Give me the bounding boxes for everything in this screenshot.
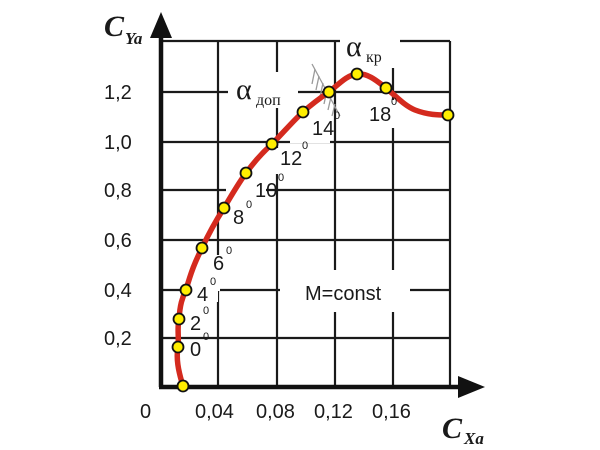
marker xyxy=(195,241,209,255)
marker xyxy=(217,201,231,215)
svg-text:0: 0 xyxy=(203,331,209,343)
svg-text:α: α xyxy=(236,73,252,106)
svg-text:0: 0 xyxy=(334,110,340,122)
x-tick-labels: 0 0,04 0,08 0,12 0,16 xyxy=(140,401,411,423)
svg-text:2: 2 xyxy=(190,313,201,335)
svg-text:0,16: 0,16 xyxy=(372,401,411,423)
svg-text:10: 10 xyxy=(255,180,277,202)
svg-text:0,12: 0,12 xyxy=(314,401,353,423)
alpha-dop-label: α доп xyxy=(236,73,281,109)
mach-constant-annotation: M=const xyxy=(305,283,382,305)
svg-text:Xa: Xa xyxy=(463,429,484,448)
marker xyxy=(322,85,336,99)
marker xyxy=(441,108,455,122)
angle-labels: 00 20 40 60 80 100 120 140 180 xyxy=(190,96,397,361)
svg-text:0: 0 xyxy=(140,401,151,423)
svg-text:0: 0 xyxy=(246,199,252,211)
svg-text:1,0: 1,0 xyxy=(104,132,132,154)
svg-text:0,04: 0,04 xyxy=(195,401,234,423)
svg-text:0,4: 0,4 xyxy=(104,280,132,302)
svg-text:C: C xyxy=(104,10,125,43)
x-axis-title: C Xa xyxy=(442,412,484,448)
marker xyxy=(296,105,310,119)
svg-text:0: 0 xyxy=(391,96,397,108)
svg-text:0,6: 0,6 xyxy=(104,230,132,252)
svg-text:0,8: 0,8 xyxy=(104,180,132,202)
svg-text:0: 0 xyxy=(226,245,232,257)
marker xyxy=(179,283,193,297)
svg-text:12: 12 xyxy=(280,148,302,170)
marker xyxy=(239,166,253,180)
marker xyxy=(350,67,364,81)
svg-text:8: 8 xyxy=(233,207,244,229)
svg-text:0: 0 xyxy=(203,305,209,317)
svg-text:0: 0 xyxy=(210,276,216,288)
svg-text:18: 18 xyxy=(369,104,391,126)
x-axis-arrow-icon xyxy=(458,376,485,398)
svg-text:α: α xyxy=(346,30,362,63)
svg-text:4: 4 xyxy=(197,284,208,306)
axes xyxy=(150,12,485,398)
svg-text:6: 6 xyxy=(213,253,224,275)
svg-text:доп: доп xyxy=(256,92,281,109)
marker xyxy=(172,312,186,326)
alpha-kr-label: α кр xyxy=(346,30,382,66)
svg-text:0: 0 xyxy=(278,172,284,184)
svg-text:14: 14 xyxy=(312,118,334,140)
y-tick-labels: 1,2 1,0 0,8 0,6 0,4 0,2 xyxy=(104,82,132,350)
svg-text:C: C xyxy=(442,412,463,445)
marker xyxy=(171,340,185,354)
svg-text:Ya: Ya xyxy=(125,29,143,48)
svg-text:0,2: 0,2 xyxy=(104,328,132,350)
svg-text:0,08: 0,08 xyxy=(256,401,295,423)
svg-text:кр: кр xyxy=(366,49,382,66)
y-axis-arrow-icon xyxy=(150,12,172,38)
data-markers xyxy=(171,67,455,393)
svg-text:1,2: 1,2 xyxy=(104,82,132,104)
y-axis-title: C Ya xyxy=(104,10,143,48)
svg-text:0: 0 xyxy=(302,140,308,152)
marker xyxy=(176,379,190,393)
marker xyxy=(379,81,393,95)
svg-text:0: 0 xyxy=(190,339,201,361)
marker xyxy=(265,137,279,151)
